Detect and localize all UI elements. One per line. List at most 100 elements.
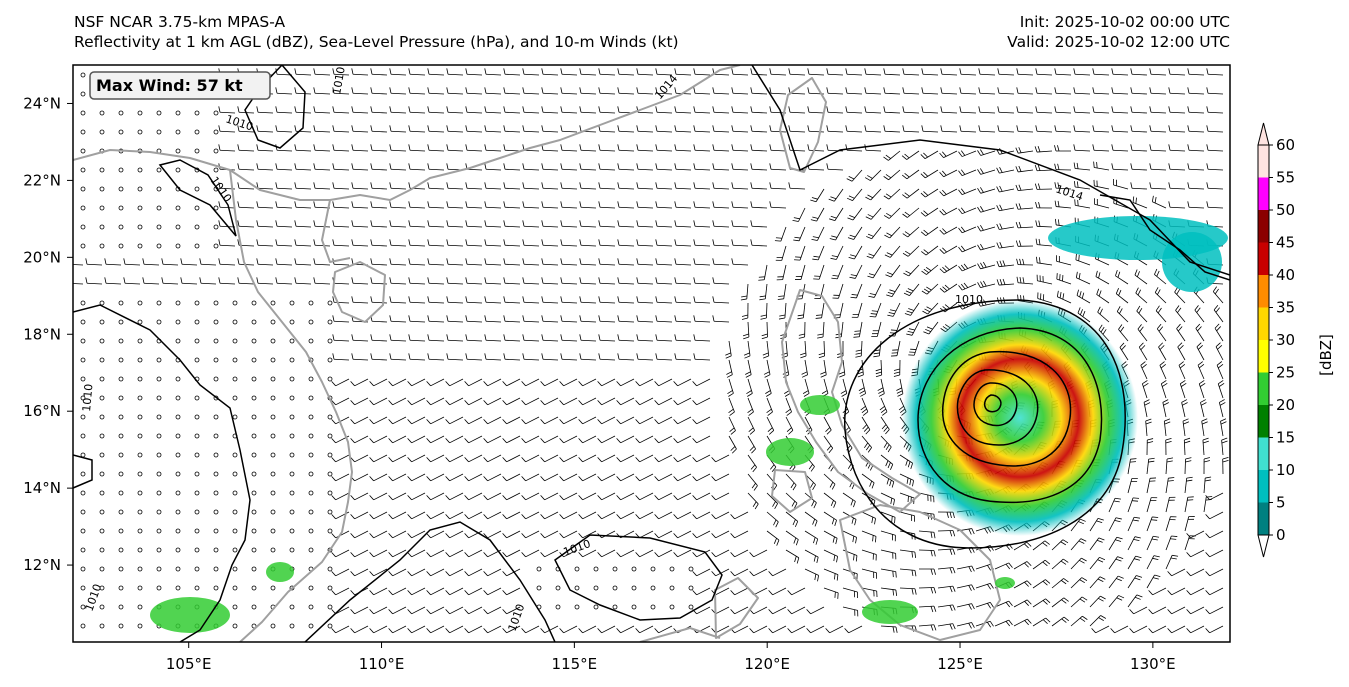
wind-barb bbox=[1146, 574, 1161, 589]
wind-barb bbox=[1092, 106, 1110, 114]
wind-barb bbox=[1091, 625, 1110, 634]
calm-wind-marker bbox=[251, 395, 257, 401]
wind-barb bbox=[521, 473, 540, 482]
wind-barb bbox=[867, 264, 882, 279]
wind-barb bbox=[673, 416, 692, 425]
wind-barb bbox=[1129, 625, 1148, 634]
calm-wind-marker bbox=[194, 129, 200, 135]
wind-barb bbox=[851, 302, 863, 318]
calm-wind-marker bbox=[593, 585, 599, 591]
calm-wind-marker bbox=[194, 205, 200, 211]
wind-barb bbox=[237, 201, 255, 209]
wind-barb bbox=[426, 435, 445, 444]
lat-tick-label: 22°N bbox=[23, 171, 61, 189]
wind-barb bbox=[502, 606, 521, 615]
wind-barb bbox=[503, 201, 521, 209]
wind-barb bbox=[861, 530, 877, 543]
wind-barb bbox=[407, 416, 426, 425]
wind-barb bbox=[865, 207, 882, 220]
wind-barb bbox=[597, 435, 616, 444]
wind-barb bbox=[977, 149, 996, 156]
wind-barb bbox=[1054, 145, 1072, 152]
wind-barb bbox=[256, 201, 274, 209]
wind-barb bbox=[522, 68, 540, 76]
wind-barb bbox=[693, 277, 711, 285]
wind-barb bbox=[503, 258, 521, 266]
wind-barb bbox=[388, 435, 407, 444]
wind-barb bbox=[540, 511, 559, 520]
wind-barb bbox=[598, 277, 616, 285]
wind-barb bbox=[579, 334, 597, 342]
wind-barb bbox=[446, 315, 464, 323]
wind-barb bbox=[369, 511, 388, 520]
wind-barb bbox=[635, 435, 654, 444]
wind-barb bbox=[1165, 516, 1177, 532]
colorbar-tick-label: 60 bbox=[1276, 136, 1295, 154]
wind-barb bbox=[712, 296, 730, 304]
wind-barb bbox=[370, 353, 388, 361]
wind-barb bbox=[956, 565, 975, 573]
calm-wind-marker bbox=[118, 205, 124, 211]
wind-barb bbox=[635, 473, 654, 482]
calm-wind-marker bbox=[80, 338, 86, 344]
wind-barb bbox=[1070, 538, 1087, 551]
wind-barb bbox=[655, 87, 673, 95]
wind-barb bbox=[711, 454, 730, 463]
calm-wind-marker bbox=[327, 433, 333, 439]
wind-barb bbox=[370, 201, 388, 209]
wind-barb bbox=[1187, 125, 1205, 133]
wind-barb bbox=[502, 568, 521, 577]
wind-barb bbox=[1016, 106, 1034, 114]
wind-barb bbox=[880, 473, 895, 488]
wind-barb bbox=[427, 201, 445, 209]
calm-wind-marker bbox=[99, 528, 105, 534]
wind-barb bbox=[313, 239, 331, 247]
wind-barb bbox=[765, 378, 772, 397]
wind-barb bbox=[369, 587, 388, 596]
calm-wind-marker bbox=[118, 319, 124, 325]
wind-barb bbox=[464, 625, 483, 634]
wind-barb bbox=[655, 68, 673, 76]
calm-wind-marker bbox=[612, 566, 618, 572]
calm-wind-marker bbox=[327, 623, 333, 629]
wind-barb bbox=[541, 258, 559, 266]
wind-barb bbox=[350, 625, 369, 634]
wind-barb bbox=[1146, 555, 1160, 570]
wind-barb bbox=[617, 277, 635, 285]
wind-barb bbox=[256, 106, 274, 114]
calm-wind-marker bbox=[80, 490, 86, 496]
wind-barb bbox=[560, 125, 578, 133]
wind-barb bbox=[785, 530, 799, 546]
calm-wind-marker bbox=[99, 224, 105, 230]
wind-barb bbox=[1035, 68, 1053, 76]
calm-wind-marker bbox=[308, 585, 314, 591]
wind-barb bbox=[389, 125, 407, 133]
wind-barb bbox=[712, 239, 730, 247]
wind-barb bbox=[332, 125, 350, 133]
calm-wind-marker bbox=[118, 224, 124, 230]
wind-barb bbox=[541, 125, 559, 133]
calm-wind-marker bbox=[118, 547, 124, 553]
calm-wind-marker bbox=[213, 566, 219, 572]
wind-barb bbox=[560, 163, 578, 171]
wind-barb bbox=[446, 201, 464, 209]
wind-barb bbox=[1168, 87, 1186, 95]
wind-barb bbox=[937, 604, 956, 611]
wind-barb bbox=[996, 278, 1015, 286]
wind-barb bbox=[885, 264, 901, 278]
wind-barb bbox=[883, 150, 901, 161]
wind-barb bbox=[579, 144, 597, 152]
wind-barb bbox=[541, 353, 559, 361]
wind-barb bbox=[389, 201, 407, 209]
wind-barb bbox=[332, 334, 350, 342]
wind-barb bbox=[1036, 274, 1053, 285]
wind-barb bbox=[731, 239, 749, 247]
wind-barb bbox=[1013, 561, 1032, 570]
isobar-labels: 1010 1010 1010 1010 1010 1010 1014 1014 … bbox=[80, 66, 1085, 633]
wind-barb bbox=[237, 125, 255, 133]
wind-barb bbox=[427, 239, 445, 247]
isobar-1010-sulu bbox=[554, 534, 723, 621]
calm-wind-marker bbox=[213, 243, 219, 249]
wind-barb bbox=[692, 549, 711, 558]
wind-barb bbox=[1146, 457, 1155, 475]
